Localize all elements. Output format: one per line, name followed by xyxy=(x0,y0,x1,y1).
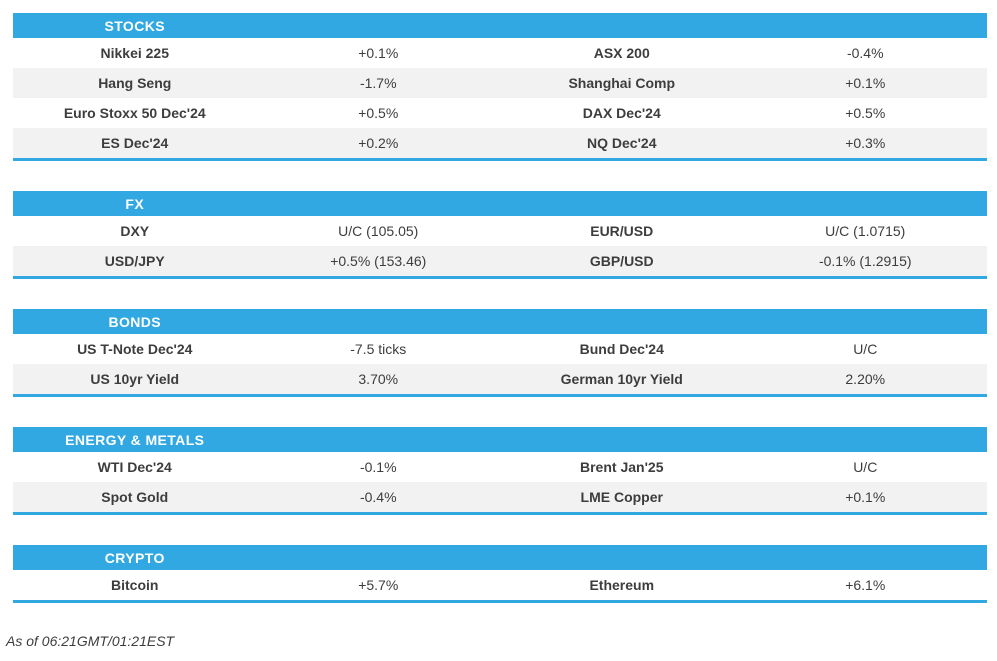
instrument-name: LME Copper xyxy=(580,489,663,505)
instrument-value: U/C (1.0715) xyxy=(825,223,906,239)
section-body: WTI Dec'24 -0.1% Brent Jan'25 U/C Spot G… xyxy=(13,452,987,512)
instrument-value: -0.4% xyxy=(359,489,397,505)
instrument-value: 2.20% xyxy=(845,371,886,387)
table-row: US T-Note Dec'24 -7.5 ticks Bund Dec'24 … xyxy=(13,334,987,364)
instrument-value: +0.3% xyxy=(845,135,886,151)
section-title: FX xyxy=(125,195,145,212)
instrument-name: Bitcoin xyxy=(111,577,159,593)
instrument-value: -1.7% xyxy=(359,75,397,91)
section-body: DXY U/C (105.05) EUR/USD U/C (1.0715) US… xyxy=(13,216,987,276)
instrument-name: Brent Jan'25 xyxy=(580,459,664,475)
market-section: STOCKS Nikkei 225 +0.1% ASX 200 -0.4% Ha… xyxy=(13,13,987,161)
market-section: CRYPTO Bitcoin +5.7% Ethereum +6.1% xyxy=(13,545,987,603)
instrument-name: ASX 200 xyxy=(593,45,650,61)
instrument-value: +0.5% xyxy=(358,105,399,121)
table-row: US 10yr Yield 3.70% German 10yr Yield 2.… xyxy=(13,364,987,394)
instrument-name: ES Dec'24 xyxy=(101,135,169,151)
market-section: FX DXY U/C (105.05) EUR/USD U/C (1.0715)… xyxy=(13,191,987,279)
instrument-name: Nikkei 225 xyxy=(100,45,170,61)
instrument-name: German 10yr Yield xyxy=(560,371,683,387)
instrument-value: +5.7% xyxy=(358,577,399,593)
section-body: Bitcoin +5.7% Ethereum +6.1% xyxy=(13,570,987,600)
instrument-value: +0.1% xyxy=(845,75,886,91)
instrument-value: +0.5% xyxy=(845,105,886,121)
instrument-name: DAX Dec'24 xyxy=(582,105,661,121)
section-title: STOCKS xyxy=(104,17,165,34)
instrument-name: Bund Dec'24 xyxy=(579,341,664,357)
instrument-value: -7.5 ticks xyxy=(350,341,407,357)
market-section: ENERGY & METALS WTI Dec'24 -0.1% Brent J… xyxy=(13,427,987,515)
table-row: USD/JPY +0.5% (153.46) GBP/USD -0.1% (1.… xyxy=(13,246,987,276)
instrument-value: +0.1% xyxy=(845,489,886,505)
section-header: FX xyxy=(13,191,987,216)
instrument-name: US 10yr Yield xyxy=(90,371,180,387)
instrument-name: DXY xyxy=(120,223,150,239)
instrument-value: U/C xyxy=(853,459,878,475)
instrument-value: U/C (105.05) xyxy=(338,223,419,239)
instrument-name: Shanghai Comp xyxy=(568,75,676,91)
instrument-name: Spot Gold xyxy=(101,489,169,505)
section-header: BONDS xyxy=(13,309,987,334)
section-title: ENERGY & METALS xyxy=(65,431,205,448)
section-title: CRYPTO xyxy=(104,549,165,566)
table-row: Euro Stoxx 50 Dec'24 +0.5% DAX Dec'24 +0… xyxy=(13,98,987,128)
table-row: Hang Seng -1.7% Shanghai Comp +0.1% xyxy=(13,68,987,98)
instrument-value: +0.2% xyxy=(358,135,399,151)
instrument-value: +6.1% xyxy=(845,577,886,593)
market-section: BONDS US T-Note Dec'24 -7.5 ticks Bund D… xyxy=(13,309,987,397)
instrument-name: NQ Dec'24 xyxy=(587,135,657,151)
instrument-name: US T-Note Dec'24 xyxy=(77,341,193,357)
section-header: CRYPTO xyxy=(13,545,987,570)
table-row: DXY U/C (105.05) EUR/USD U/C (1.0715) xyxy=(13,216,987,246)
instrument-value: -0.1% xyxy=(359,459,397,475)
section-header: STOCKS xyxy=(13,13,987,38)
instrument-value: 3.70% xyxy=(358,371,399,387)
instrument-value: U/C xyxy=(853,341,878,357)
instrument-value: -0.4% xyxy=(846,45,884,61)
instrument-value: +0.5% (153.46) xyxy=(330,253,427,269)
market-summary: STOCKS Nikkei 225 +0.1% ASX 200 -0.4% Ha… xyxy=(13,13,987,603)
section-header: ENERGY & METALS xyxy=(13,427,987,452)
instrument-value: -0.1% (1.2915) xyxy=(818,253,912,269)
table-row: ES Dec'24 +0.2% NQ Dec'24 +0.3% xyxy=(13,128,987,158)
section-body: Nikkei 225 +0.1% ASX 200 -0.4% Hang Seng… xyxy=(13,38,987,158)
footer-timestamp: As of 06:21GMT/01:21EST xyxy=(6,633,175,649)
instrument-name: Euro Stoxx 50 Dec'24 xyxy=(63,105,206,121)
instrument-name: WTI Dec'24 xyxy=(97,459,172,475)
instrument-name: Hang Seng xyxy=(98,75,172,91)
section-body: US T-Note Dec'24 -7.5 ticks Bund Dec'24 … xyxy=(13,334,987,394)
table-row: WTI Dec'24 -0.1% Brent Jan'25 U/C xyxy=(13,452,987,482)
instrument-value: +0.1% xyxy=(358,45,399,61)
section-title: BONDS xyxy=(108,313,162,330)
table-row: Spot Gold -0.4% LME Copper +0.1% xyxy=(13,482,987,512)
instrument-name: USD/JPY xyxy=(104,253,165,269)
instrument-name: GBP/USD xyxy=(589,253,654,269)
instrument-name: Ethereum xyxy=(589,577,655,593)
instrument-name: EUR/USD xyxy=(590,223,654,239)
table-row: Nikkei 225 +0.1% ASX 200 -0.4% xyxy=(13,38,987,68)
table-row: Bitcoin +5.7% Ethereum +6.1% xyxy=(13,570,987,600)
